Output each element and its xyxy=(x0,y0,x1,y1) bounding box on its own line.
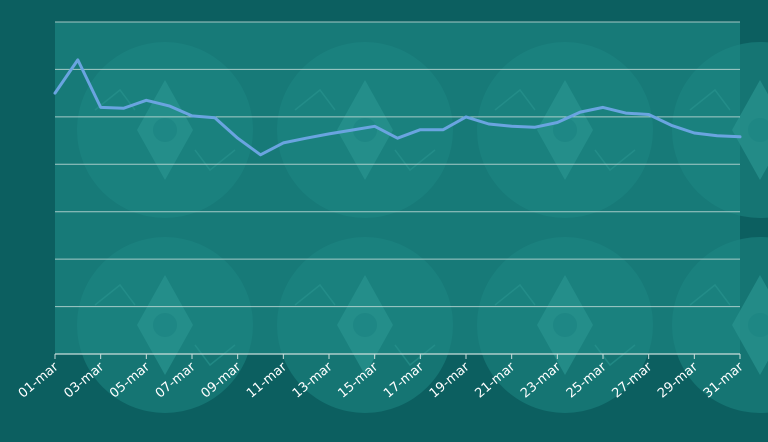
watermark-logo xyxy=(477,42,653,218)
gridlines xyxy=(55,21,740,355)
watermark-dot xyxy=(153,118,177,142)
x-tick-label: 11-mar xyxy=(244,359,290,401)
x-tick-label: 01-mar xyxy=(16,359,62,401)
watermark-dot xyxy=(553,313,577,337)
series-group xyxy=(53,58,742,157)
series-line xyxy=(53,58,742,157)
watermark-logo xyxy=(77,42,253,218)
watermark-circuit xyxy=(294,88,436,172)
watermark-dot xyxy=(748,313,768,337)
watermark-logo xyxy=(477,237,653,413)
watermark-circle xyxy=(672,42,768,218)
watermark-logos xyxy=(77,42,768,413)
watermark-circle xyxy=(672,237,768,413)
watermark-logo xyxy=(277,42,453,218)
watermark-logo xyxy=(277,237,453,413)
watermark-logo xyxy=(672,42,768,218)
watermark-logo xyxy=(77,237,253,413)
watermark-circuit xyxy=(689,88,731,111)
watermark-dot xyxy=(353,313,377,337)
watermark-circuit xyxy=(94,88,236,172)
watermark-circuit xyxy=(494,283,636,367)
watermark-logo xyxy=(672,237,768,413)
watermark-circuit xyxy=(294,283,436,367)
watermark-circuit xyxy=(94,283,236,367)
watermark-dot xyxy=(353,118,377,142)
watermark-dot xyxy=(748,118,768,142)
watermark-dot xyxy=(153,313,177,337)
watermark-circuit xyxy=(494,88,636,172)
watermark-dot xyxy=(553,118,577,142)
watermark-circuit xyxy=(689,283,731,306)
